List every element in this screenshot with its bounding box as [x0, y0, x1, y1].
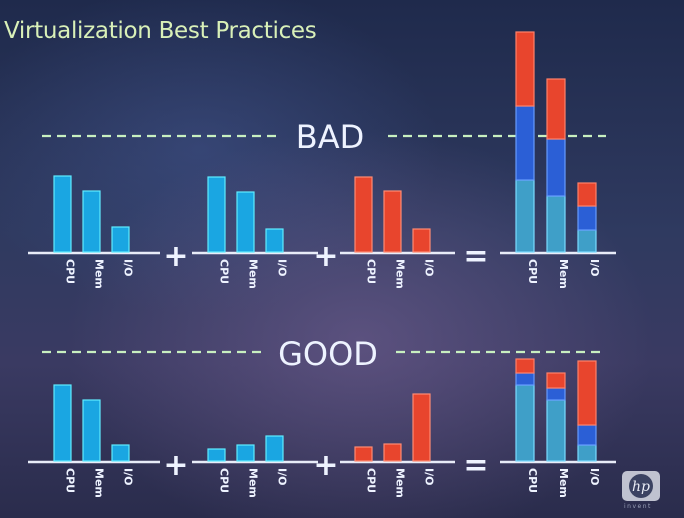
bad-group-3-mem-label: Mem — [394, 259, 407, 289]
bad-group-1-cpu-bar — [53, 175, 72, 253]
hp-logo: hp — [622, 471, 660, 501]
bad-group-2-cpu-label: CPU — [218, 259, 231, 284]
good-group-1-cpu-label: CPU — [64, 468, 77, 493]
good-combined-mem-segment-2 — [546, 387, 566, 401]
bad-combined-mem-segment-3 — [546, 78, 566, 140]
bad-group-2-cpu-bar — [207, 176, 226, 253]
bad-group-1-cpu-label: CPU — [64, 259, 77, 284]
bad-operator-3: = — [463, 239, 488, 274]
bad-combined-mem-segment-2 — [546, 138, 566, 197]
good-group-2-io-label: I/O — [276, 468, 289, 485]
good-combined-cpu-segment-2 — [515, 372, 535, 386]
good-group-2-mem-label: Mem — [247, 468, 260, 498]
slide-title: Virtualization Best Practices — [4, 18, 317, 44]
bad-combined-io-segment-1 — [577, 229, 597, 253]
good-combined-cpu-segment-3 — [515, 358, 535, 374]
good-combined-mem-segment-3 — [546, 372, 566, 389]
good-group-3-mem-label: Mem — [394, 468, 407, 498]
good-group-3-io-bar — [412, 393, 431, 462]
good-combined-io-segment-1 — [577, 444, 597, 462]
bad-group-2-io-label: I/O — [276, 259, 289, 276]
good-group-3-io-label: I/O — [423, 468, 436, 485]
good-group-1-mem-bar — [82, 399, 101, 462]
good-group-2-io-bar — [265, 435, 284, 462]
good-operator-2: + — [313, 448, 338, 483]
bad-combined-mem-segment-1 — [546, 195, 566, 253]
good-combined-mem-label: Mem — [557, 468, 570, 498]
hp-caption: invent — [624, 503, 652, 510]
bad-combined-mem-label: Mem — [557, 259, 570, 289]
good-combined-cpu-segment-1 — [515, 384, 535, 462]
good-combined-mem-segment-1 — [546, 399, 566, 462]
good-combined-io-segment-3 — [577, 360, 597, 426]
bad-group-1-io-label: I/O — [122, 259, 135, 276]
bad-group-2-mem-bar — [236, 191, 255, 253]
good-combined-io-label: I/O — [588, 468, 601, 485]
bad-combined-cpu-segment-2 — [515, 105, 535, 181]
bad-section-label: BAD — [296, 118, 364, 156]
bad-combined-cpu-label: CPU — [526, 259, 539, 284]
bad-group-2-mem-label: Mem — [247, 259, 260, 289]
bad-group-1-mem-label: Mem — [93, 259, 106, 289]
bad-group-3-mem-bar — [383, 190, 402, 253]
good-group-1-mem-label: Mem — [93, 468, 106, 498]
good-group-1-io-label: I/O — [122, 468, 135, 485]
bad-combined-cpu-segment-1 — [515, 179, 535, 253]
bad-combined-io-segment-2 — [577, 205, 597, 231]
bad-group-3-cpu-label: CPU — [365, 259, 378, 284]
good-group-3-cpu-bar — [354, 446, 373, 462]
good-group-2-cpu-bar — [207, 448, 226, 462]
bad-combined-cpu-segment-3 — [515, 31, 535, 107]
bad-operator-2: + — [313, 239, 338, 274]
good-group-3-mem-bar — [383, 443, 402, 462]
good-operator-1: + — [163, 448, 188, 483]
bad-group-3-io-bar — [412, 228, 431, 253]
good-group-2-mem-bar — [236, 444, 255, 462]
bad-group-1-io-bar — [111, 226, 130, 253]
bad-group-3-io-label: I/O — [423, 259, 436, 276]
good-group-3-cpu-label: CPU — [365, 468, 378, 493]
bad-group-3-cpu-bar — [354, 176, 373, 253]
good-operator-3: = — [463, 448, 488, 483]
bad-combined-io-label: I/O — [588, 259, 601, 276]
bad-operator-1: + — [163, 239, 188, 274]
good-combined-io-segment-2 — [577, 424, 597, 446]
bad-combined-io-segment-3 — [577, 182, 597, 207]
bad-group-1-mem-bar — [82, 190, 101, 253]
good-section-label: GOOD — [278, 335, 378, 373]
hp-logo-text: hp — [632, 479, 650, 495]
good-group-1-cpu-bar — [53, 384, 72, 462]
good-group-1-io-bar — [111, 444, 130, 462]
bad-group-2-io-bar — [265, 228, 284, 253]
good-group-2-cpu-label: CPU — [218, 468, 231, 493]
good-combined-cpu-label: CPU — [526, 468, 539, 493]
